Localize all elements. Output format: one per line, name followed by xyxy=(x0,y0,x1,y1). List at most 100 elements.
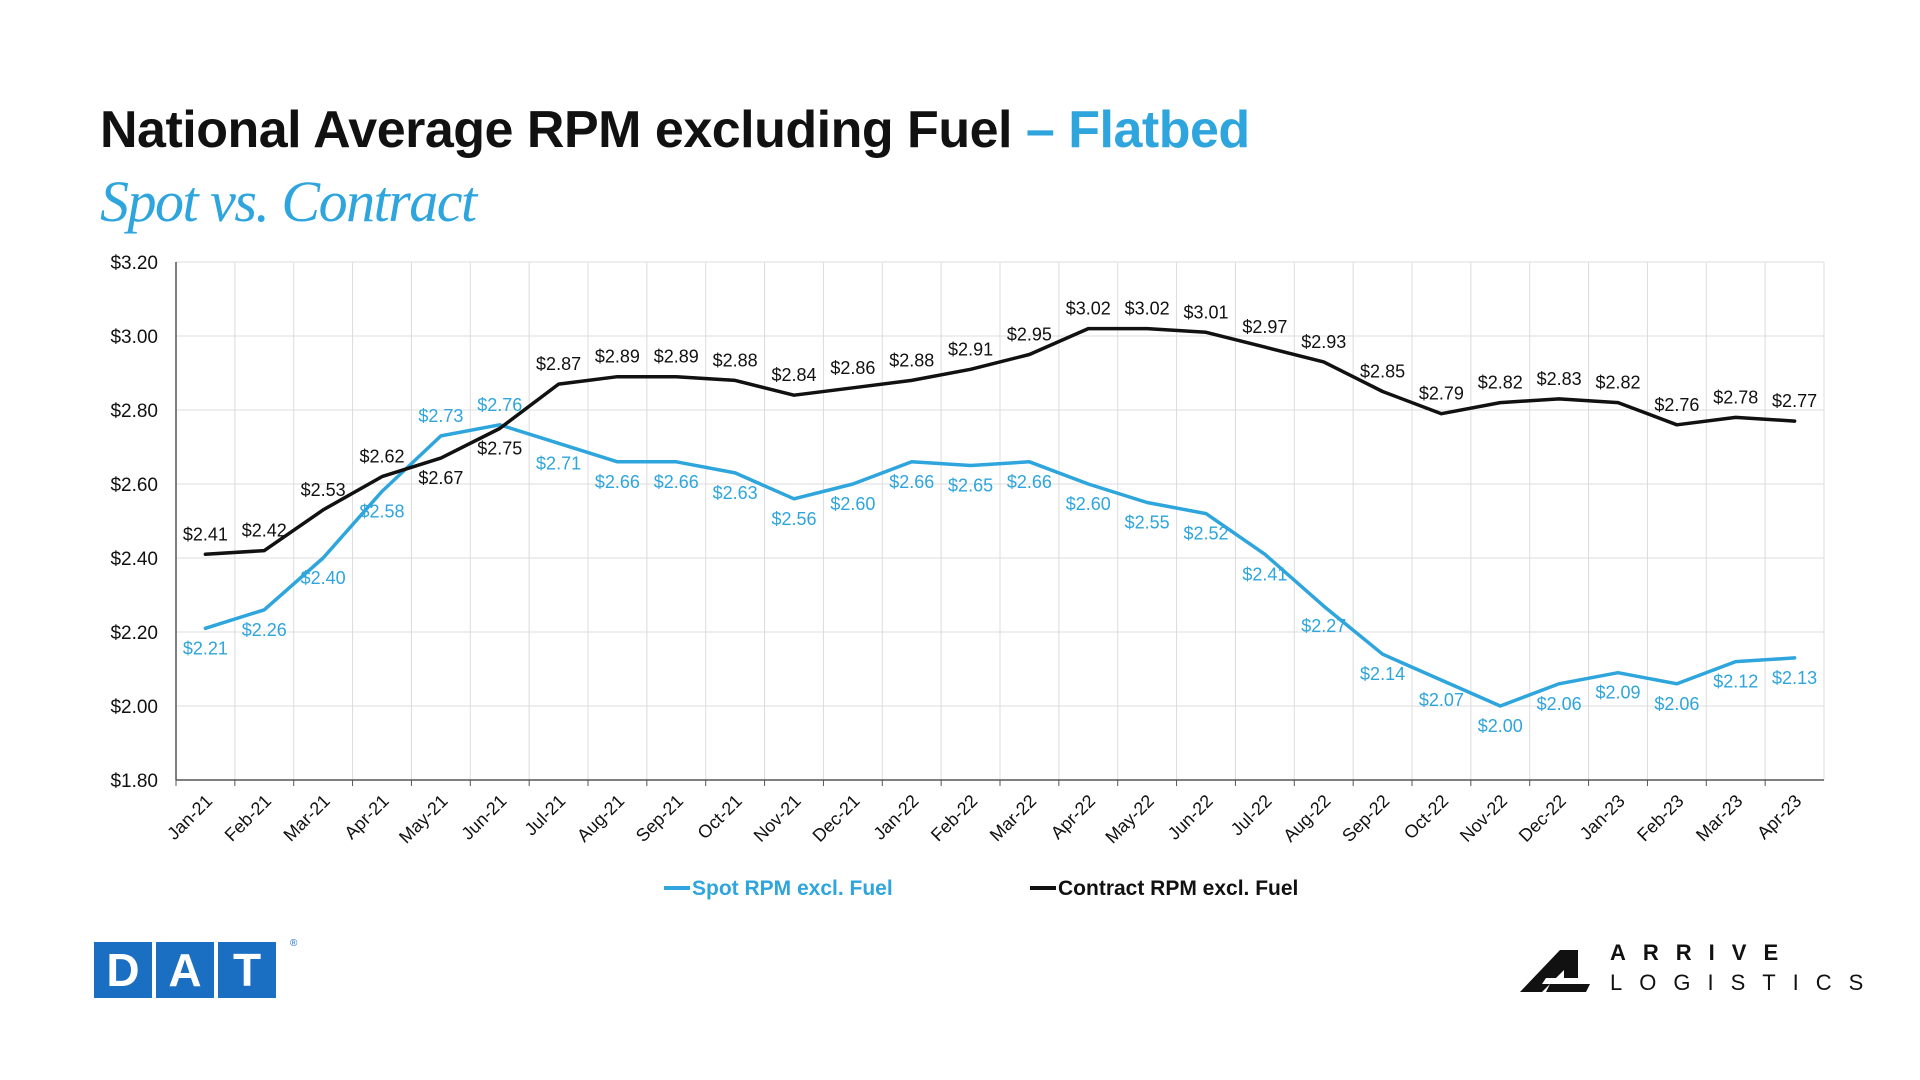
spot-data-label: $2.56 xyxy=(771,509,816,529)
spot-data-label: $2.14 xyxy=(1360,664,1405,684)
contract-data-label: $2.89 xyxy=(595,347,640,367)
y-tick-label: $2.20 xyxy=(110,623,158,644)
contract-series-line xyxy=(203,326,1797,557)
contract-data-label: $2.88 xyxy=(713,350,758,370)
spot-data-label: $2.06 xyxy=(1537,694,1582,714)
spot-data-label: $2.71 xyxy=(536,453,581,473)
arrive-logistics-logo: ARRIVE LOGISTICS xyxy=(1520,940,1863,1010)
spot-data-label: $2.52 xyxy=(1183,524,1228,544)
contract-data-label: $2.67 xyxy=(418,468,463,488)
spot-data-label: $2.60 xyxy=(1066,494,1111,514)
contract-data-label: $2.97 xyxy=(1242,317,1287,337)
y-tick-label: $2.60 xyxy=(110,475,158,496)
x-tick-label: Jan-23 xyxy=(1576,791,1629,844)
x-tick-label: May-22 xyxy=(1101,791,1158,848)
data-label-layer: $2.41 $2.21 $2.42 $2.26 $2.53 $2.40 $2.62 $2.58… xyxy=(183,299,1817,736)
x-tick-label: May-21 xyxy=(395,791,452,848)
spot-data-label: $2.65 xyxy=(948,476,993,496)
y-tick-label: $2.80 xyxy=(110,401,158,422)
x-tick-label: Sep-21 xyxy=(632,791,687,846)
contract-data-label: $2.62 xyxy=(359,447,404,467)
x-tick-label: Dec-22 xyxy=(1515,791,1570,846)
series-layer xyxy=(203,326,1797,708)
contract-data-label: $2.89 xyxy=(654,347,699,367)
contract-data-label: $2.87 xyxy=(536,354,581,374)
x-tick-label: Feb-21 xyxy=(221,791,275,845)
contract-data-label: $2.42 xyxy=(242,521,287,541)
contract-data-label: $2.91 xyxy=(948,339,993,359)
x-tick-label: Jun-22 xyxy=(1164,791,1217,844)
spot-data-label: $2.27 xyxy=(1301,616,1346,636)
arrive-logo-icon xyxy=(1520,950,1590,992)
contract-legend-label: Contract RPM excl. Fuel xyxy=(1058,877,1298,900)
spot-data-label: $2.63 xyxy=(713,483,758,503)
x-tick-label: Apr-21 xyxy=(340,791,392,843)
x-tick-label: Jul-22 xyxy=(1227,791,1276,840)
x-tick-label: Mar-22 xyxy=(986,791,1040,845)
contract-data-label: $2.77 xyxy=(1772,391,1817,411)
contract-data-label: $3.02 xyxy=(1125,299,1170,319)
y-tick-label: $2.00 xyxy=(110,697,158,718)
contract-data-label: $2.82 xyxy=(1478,373,1523,393)
logistics-logo-word: LOGISTICS xyxy=(1610,970,1881,995)
spot-data-label: $2.26 xyxy=(242,620,287,640)
x-tick-label: Aug-22 xyxy=(1279,791,1334,846)
dat-registered-mark: ® xyxy=(290,938,298,949)
spot-data-label: $2.06 xyxy=(1654,694,1699,714)
x-tick-label: Jun-21 xyxy=(457,791,510,844)
contract-data-label: $2.78 xyxy=(1713,387,1758,407)
x-tick-label: Feb-23 xyxy=(1633,791,1687,845)
dat-logo-letter: D xyxy=(94,942,152,998)
spot-data-label: $2.66 xyxy=(1007,472,1052,492)
x-tick-label: Apr-22 xyxy=(1047,791,1099,843)
x-tick-label: Apr-23 xyxy=(1753,791,1805,843)
arrive-logo-word: ARRIVE xyxy=(1610,940,1796,965)
spot-data-label: $2.66 xyxy=(595,472,640,492)
x-tick-label: Nov-21 xyxy=(750,791,805,846)
x-tick-label: Aug-21 xyxy=(573,791,628,846)
spot-data-label: $2.76 xyxy=(477,395,522,415)
x-tick-label: Jan-21 xyxy=(163,791,216,844)
contract-data-label: $2.84 xyxy=(771,365,816,385)
x-tick-label: Sep-22 xyxy=(1338,791,1393,846)
contract-data-label: $2.83 xyxy=(1537,369,1582,389)
x-tick-label: Oct-22 xyxy=(1400,791,1452,843)
spot-data-label: $2.13 xyxy=(1772,668,1817,688)
contract-data-label: $2.53 xyxy=(301,480,346,500)
x-tick-label: Jul-21 xyxy=(521,791,570,840)
spot-data-label: $2.58 xyxy=(359,501,404,521)
spot-data-label: $2.21 xyxy=(183,638,228,658)
chart-title: National Average RPM excluding Fuel – Fl… xyxy=(100,100,1250,160)
spot-data-label: $2.09 xyxy=(1595,683,1640,703)
y-tick-label: $3.20 xyxy=(110,253,158,274)
contract-data-label: $2.86 xyxy=(830,358,875,378)
contract-data-label: $2.79 xyxy=(1419,384,1464,404)
dat-logo-letter: T xyxy=(218,942,276,998)
spot-data-label: $2.66 xyxy=(889,472,934,492)
chart-title-accent: – Flatbed xyxy=(1025,101,1250,159)
contract-data-label: $2.82 xyxy=(1595,373,1640,393)
contract-data-label: $2.93 xyxy=(1301,332,1346,352)
contract-data-label: $3.01 xyxy=(1183,302,1228,322)
contract-data-label: $3.02 xyxy=(1066,299,1111,319)
x-tick-label: Nov-22 xyxy=(1456,791,1511,846)
y-tick-label: $3.00 xyxy=(110,327,158,348)
spot-series-line xyxy=(203,423,1797,708)
x-tick-label: Mar-21 xyxy=(280,791,334,845)
contract-data-label: $2.85 xyxy=(1360,362,1405,382)
contract-data-label: $2.95 xyxy=(1007,325,1052,345)
spot-data-label: $2.07 xyxy=(1419,690,1464,710)
dat-logo-letter: A xyxy=(156,942,214,998)
contract-data-label: $2.75 xyxy=(477,439,522,459)
y-tick-label: $1.80 xyxy=(110,771,158,792)
chart-subtitle: Spot vs. Contract xyxy=(100,169,477,234)
dat-logo: D A T xyxy=(94,942,276,998)
x-tick-label: Oct-21 xyxy=(694,791,746,843)
contract-data-label: $2.76 xyxy=(1654,395,1699,415)
spot-data-label: $2.60 xyxy=(830,494,875,514)
spot-data-label: $2.66 xyxy=(654,472,699,492)
grid-layer xyxy=(175,261,1825,781)
contract-data-label: $2.41 xyxy=(183,524,228,544)
chart-title-main: National Average RPM excluding Fuel xyxy=(100,101,1012,159)
legend: Spot RPM excl. Fuel Contract RPM excl. Fu… xyxy=(664,877,1298,900)
